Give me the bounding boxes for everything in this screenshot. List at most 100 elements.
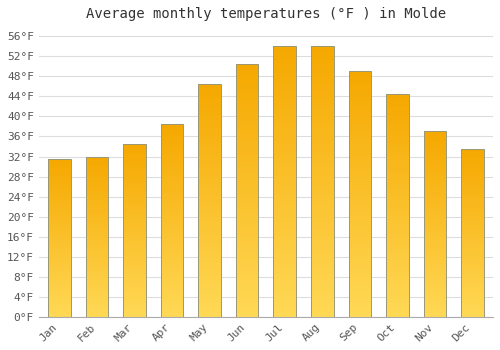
Bar [161,226,184,228]
Bar [386,114,408,116]
Bar [274,179,296,182]
Bar [86,177,108,179]
Bar [124,168,146,170]
Bar [236,299,258,302]
Bar [311,135,334,138]
Bar [386,232,408,234]
Bar [274,190,296,193]
Bar [236,74,258,77]
Bar [198,268,221,270]
Bar [198,117,221,119]
Bar [461,245,483,246]
Bar [48,296,70,298]
Bar [461,167,483,169]
Bar [48,184,70,186]
Bar [48,287,70,288]
Bar [236,205,258,208]
Bar [124,279,146,280]
Bar [386,223,408,225]
Bar [311,236,334,238]
Bar [424,232,446,233]
Bar [161,245,184,247]
Bar [161,300,184,301]
Bar [236,286,258,289]
Bar [424,284,446,285]
Bar [348,111,371,113]
Bar [424,254,446,256]
Bar [86,163,108,164]
Bar [236,140,258,142]
Bar [274,193,296,195]
Bar [86,201,108,203]
Bar [386,172,408,174]
Bar [386,294,408,297]
Bar [198,175,221,177]
Bar [348,287,371,290]
Bar [386,284,408,286]
Bar [236,312,258,314]
Bar [348,285,371,287]
Bar [311,225,334,228]
Bar [86,203,108,205]
Bar [311,293,334,295]
Bar [461,224,483,226]
Bar [124,229,146,230]
Bar [311,127,334,130]
Bar [348,206,371,209]
Bar [161,180,184,182]
Bar [274,46,296,49]
Bar [424,291,446,293]
Bar [86,235,108,237]
Bar [124,153,146,154]
Bar [461,266,483,268]
Bar [424,205,446,208]
Bar [161,178,184,180]
Bar [124,201,146,203]
Bar [124,203,146,204]
Bar [311,176,334,179]
Bar [48,303,70,304]
Bar [348,309,371,312]
Bar [311,314,334,317]
Bar [274,211,296,214]
Bar [274,233,296,236]
Bar [274,84,296,87]
Bar [348,179,371,182]
Bar [198,247,221,249]
Bar [161,307,184,309]
Bar [274,279,296,282]
Bar [124,189,146,191]
Bar [311,284,334,287]
Bar [48,186,70,187]
Bar [198,191,221,193]
Bar [86,256,108,258]
Bar [86,229,108,230]
Bar [348,251,371,253]
Bar [124,225,146,227]
Bar [124,210,146,211]
Bar [48,307,70,309]
Bar [348,160,371,162]
Bar [348,233,371,236]
Bar [86,179,108,181]
Bar [424,276,446,278]
Bar [161,261,184,263]
Bar [48,257,70,258]
Bar [386,272,408,274]
Bar [48,225,70,227]
Bar [424,163,446,165]
Bar [236,246,258,248]
Bar [424,289,446,291]
Bar [424,200,446,202]
Bar [348,199,371,202]
Bar [161,292,184,294]
Bar [348,273,371,275]
Bar [236,269,258,271]
Bar [461,250,483,251]
Bar [311,46,334,49]
Bar [274,90,296,92]
Bar [348,307,371,309]
Bar [424,309,446,311]
Bar [311,241,334,244]
Bar [461,208,483,209]
